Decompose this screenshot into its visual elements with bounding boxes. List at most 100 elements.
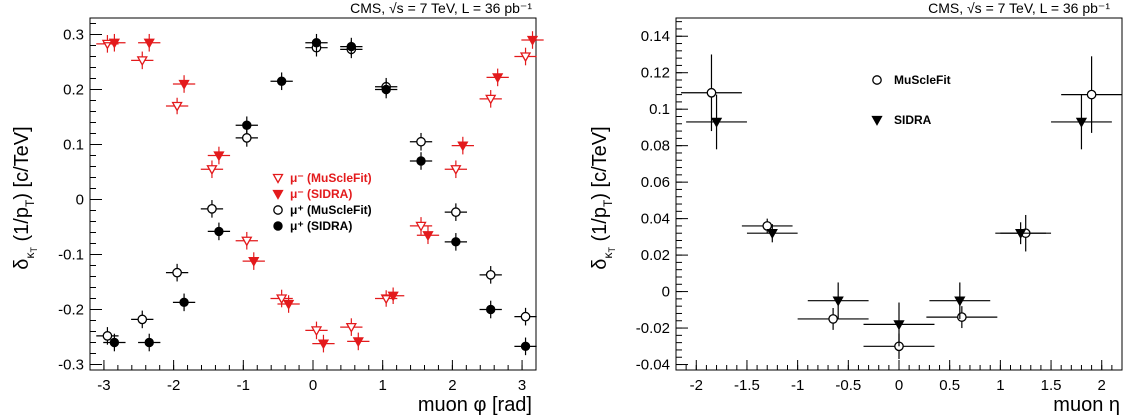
right-series-2 <box>686 94 1112 347</box>
right-y-axis-label: δκT (1/pT) [c/TeV] <box>589 126 617 269</box>
left-data-point <box>171 101 183 112</box>
right-x-tick-label: 1 <box>996 377 1004 394</box>
left-data-point <box>422 231 434 242</box>
right-x-tick-label: -1 <box>791 377 804 394</box>
left-data-point <box>451 237 461 247</box>
left-data-point <box>144 337 154 348</box>
right-y-tick-label: 0.06 <box>641 174 670 191</box>
left-data-point <box>352 337 364 348</box>
left-series-3 <box>96 38 537 345</box>
left-data-point <box>241 133 252 143</box>
left-y-tick-label: 0.2 <box>63 82 84 99</box>
left-data-point <box>519 52 532 63</box>
left-chart: CMS, √s = 7 TeV, L = 36 pb⁻¹ -3 -2 -1 0 1 2 3-… <box>11 0 544 416</box>
left-data-point <box>526 35 539 46</box>
left-data-point <box>486 304 496 315</box>
left-data-point <box>451 207 461 217</box>
left-y-axis-label: δκT (1/pT) [c/TeV] <box>11 126 39 269</box>
left-data-point <box>179 297 189 308</box>
right-y-tick-label: 0.04 <box>641 211 670 228</box>
left-data-point <box>450 165 462 176</box>
right-data-point <box>832 296 844 307</box>
left-x-tick-label: -1 <box>237 377 250 394</box>
left-data-point <box>492 73 504 84</box>
right-axes: -2 -1.5 -1 -0.5 0 0.5 1 1.5 2 -0.04 -0.02 0 0.02 0.04… <box>636 21 1123 394</box>
right-y-tick-label: 0.12 <box>641 65 670 82</box>
left-data-point <box>346 41 357 52</box>
right-data-point <box>893 320 905 331</box>
left-series-4 <box>103 33 537 356</box>
right-data-point <box>1075 117 1088 128</box>
left-y-tick-label: 0.1 <box>63 137 84 154</box>
right-x-tick-label: 0 <box>895 377 903 394</box>
right-data-point <box>766 229 778 240</box>
right-x-axis-label: muon η <box>1053 394 1120 416</box>
left-y-tick-label: -0.2 <box>58 302 84 319</box>
right-data-point <box>954 296 966 307</box>
left-y-tick-label: 0 <box>76 192 84 209</box>
left-data-point <box>485 94 497 105</box>
left-data-point <box>137 314 148 325</box>
left-data-point <box>415 221 427 232</box>
left-y-tick-label: 0.3 <box>63 27 84 44</box>
left-data-point <box>317 339 330 350</box>
left-data-point <box>206 165 218 176</box>
left-data-point <box>242 120 252 130</box>
left-legend-label: μ⁻ (SIDRA) <box>290 187 352 201</box>
right-legend-marker <box>872 75 882 85</box>
right-y-tick-label: 0.08 <box>641 138 670 155</box>
right-chart: CMS, √s = 7 TeV, L = 36 pb⁻¹ -2 -1.5 -1 -0.… <box>589 0 1123 416</box>
left-legend-marker <box>272 189 284 200</box>
left-data-point <box>102 331 113 341</box>
right-y-tick-label: 0.1 <box>649 101 670 118</box>
right-x-tick-label: 1.5 <box>1041 377 1062 394</box>
left-series-2 <box>103 31 544 353</box>
left-data-point <box>214 226 224 237</box>
left-x-tick-label: 2 <box>448 377 456 394</box>
left-data-point <box>457 141 469 152</box>
left-legend-marker <box>273 221 283 231</box>
left-data-point <box>248 256 260 267</box>
left-legend-label: μ⁺ (MuScleFit) <box>290 203 372 217</box>
right-data-point <box>1086 89 1097 100</box>
left-series-1 <box>96 35 537 340</box>
left-data-point <box>380 294 392 305</box>
left-data-point <box>416 136 426 147</box>
left-x-tick-label: 0 <box>309 377 317 394</box>
right-data-point <box>710 117 723 128</box>
left-data-point <box>109 337 120 348</box>
right-data-points <box>681 54 1122 360</box>
right-series-1 <box>681 54 1122 360</box>
left-y-tick-label: -0.3 <box>58 357 84 374</box>
right-data-point <box>762 221 773 231</box>
right-x-tick-label: 2 <box>1098 377 1106 394</box>
left-legend: μ⁻ (MuScleFit) μ⁻ (SIDRA) μ⁺ (MuScleFit) μ⁺… <box>272 171 372 233</box>
left-data-point <box>387 291 399 302</box>
right-data-point <box>828 314 838 324</box>
left-chart-header: CMS, √s = 7 TeV, L = 36 pb⁻¹ <box>350 0 532 16</box>
right-legend-marker <box>871 115 883 126</box>
right-data-point <box>706 87 717 98</box>
left-data-point <box>143 38 155 49</box>
left-data-point <box>276 76 287 86</box>
right-x-tick-label: -1.5 <box>734 377 760 394</box>
left-legend-label: μ⁺ (SIDRA) <box>290 219 352 233</box>
left-x-tick-label: -2 <box>167 377 180 394</box>
right-data-point <box>956 312 967 322</box>
left-data-point <box>485 269 496 280</box>
right-y-tick-label: 0.14 <box>641 28 670 45</box>
left-axes: -3 -2 -1 0 1 2 3 -0.3 -0.2 -0.1 0 0.1 0.2 0.3 <box>58 23 537 394</box>
right-data-point <box>1015 229 1027 240</box>
left-data-point <box>178 79 190 90</box>
left-data-point <box>207 204 217 214</box>
left-x-tick-label: -3 <box>97 377 110 394</box>
right-x-tick-label: -0.5 <box>835 377 861 394</box>
left-x-tick-label: 3 <box>518 377 526 394</box>
left-data-point <box>520 341 531 352</box>
right-x-tick-label: -2 <box>690 377 703 394</box>
right-x-tick-label: 0.5 <box>939 377 960 394</box>
right-legend-label: MuScleFit <box>894 73 951 87</box>
left-data-point <box>136 56 148 67</box>
left-data-points <box>96 31 544 356</box>
left-legend-marker <box>273 205 283 215</box>
